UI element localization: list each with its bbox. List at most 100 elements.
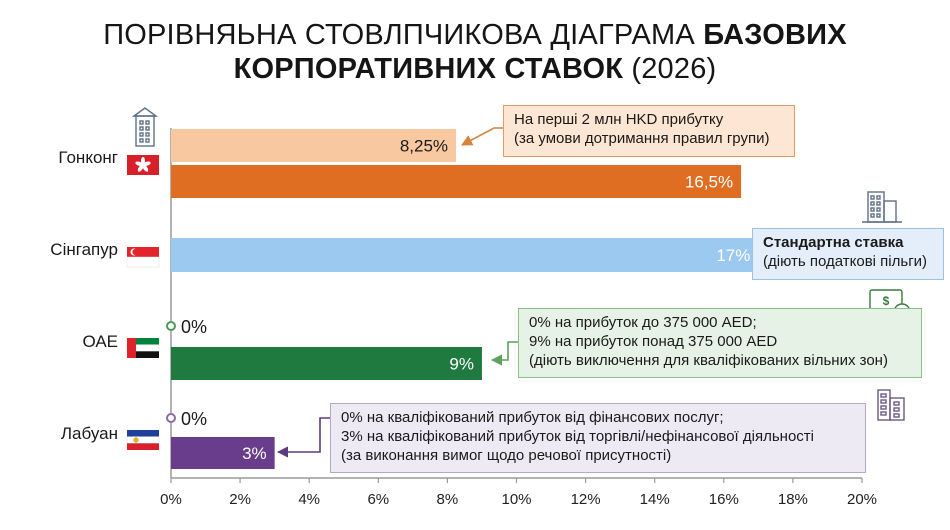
callout-uae: 0% на прибуток до 375 000 AED; 9% на при… bbox=[518, 308, 922, 378]
x-tick-label: 8% bbox=[437, 491, 459, 508]
hong-kong-flag bbox=[127, 155, 159, 175]
chart-title: ПОРІВНЯЬНА СТОВЛПЧИКОВА ДІАГРАМА БАЗОВИХ… bbox=[0, 18, 950, 86]
zero-marker bbox=[166, 321, 176, 331]
x-tick-label: 20% bbox=[847, 491, 877, 508]
buildings-icon bbox=[877, 389, 905, 421]
category-label: ОАЕ bbox=[82, 332, 118, 351]
flag-red bbox=[127, 247, 159, 257]
zero-marker-label: 0% bbox=[181, 317, 207, 337]
bars-group bbox=[166, 129, 759, 469]
singapore-flag bbox=[126, 247, 160, 268]
leader-labuan bbox=[276, 417, 330, 458]
title-line-1-bold: БАЗОВИХ bbox=[703, 19, 847, 51]
building-window bbox=[139, 132, 144, 137]
callout-labuan: 0% на кваліфікований прибуток від фінанс… bbox=[330, 403, 866, 473]
building-window bbox=[139, 120, 144, 125]
building-window bbox=[139, 138, 144, 143]
labels-group: Гонконг 8,25% 16,5% Сінгапур 17% ОАЕ 9% 0% Лабуа… bbox=[50, 137, 750, 464]
leader-uae bbox=[490, 341, 518, 366]
flag-red-band bbox=[127, 338, 136, 358]
bar bbox=[171, 129, 457, 162]
building-window bbox=[145, 138, 150, 143]
flag-blue bbox=[127, 430, 159, 437]
title-line-2: КОРПОРАТИВНИХ СТАВОК (2026) bbox=[0, 52, 950, 86]
building-window bbox=[145, 120, 150, 125]
flag-green bbox=[127, 338, 159, 345]
x-tick-label: 16% bbox=[709, 491, 739, 508]
window bbox=[876, 207, 881, 212]
flag-red bbox=[127, 443, 159, 450]
petal bbox=[142, 164, 149, 172]
title-line-2-regular: (2026) bbox=[631, 53, 717, 85]
zero-marker bbox=[166, 413, 176, 423]
crescent-inner bbox=[132, 248, 139, 256]
tower-right bbox=[883, 200, 897, 223]
building-window bbox=[139, 126, 144, 131]
callout-sg-line-1: Стандартна ставка bbox=[763, 234, 904, 251]
window bbox=[893, 401, 900, 406]
category-label: Сінгапур bbox=[50, 240, 118, 259]
callout-ae-line-3: (діють виключення для кваліфікованих віл… bbox=[529, 352, 888, 369]
petal bbox=[141, 157, 145, 165]
category-label: Лабуан bbox=[61, 424, 118, 443]
flag-black bbox=[127, 351, 159, 358]
tower-right bbox=[889, 397, 905, 421]
x-tick-label: 10% bbox=[501, 491, 531, 508]
callout-hk-line-2: (за умови дотримання правил групи) bbox=[514, 130, 770, 147]
petal bbox=[137, 164, 144, 172]
window bbox=[880, 393, 887, 398]
petal bbox=[135, 161, 144, 167]
callout-ae-line-2: 9% на прибуток понад 375 000 AED bbox=[529, 333, 778, 350]
flag-emblem bbox=[133, 437, 139, 443]
zero-marker-label: 0% bbox=[181, 409, 207, 429]
x-tick-label: 12% bbox=[571, 491, 601, 508]
window bbox=[876, 201, 881, 206]
callout-lb-line-1: 0% на кваліфікований прибуток від фінанс… bbox=[341, 409, 724, 426]
window bbox=[870, 195, 875, 200]
building-window bbox=[145, 126, 150, 131]
bar bbox=[171, 165, 742, 198]
bar-value-label: 9% bbox=[449, 355, 474, 374]
x-tick-label: 14% bbox=[640, 491, 670, 508]
petal bbox=[142, 161, 151, 167]
icons-group: $$ bbox=[126, 107, 911, 450]
x-tick-label: 4% bbox=[298, 491, 320, 508]
building-icon bbox=[131, 107, 159, 147]
window bbox=[876, 195, 881, 200]
callout-lb-line-2: 3% на кваліфікований прибуток від торгів… bbox=[341, 428, 814, 445]
window bbox=[880, 405, 887, 410]
window bbox=[870, 201, 875, 206]
callout-ae-line-1: 0% на прибуток до 375 000 AED; bbox=[529, 314, 757, 331]
x-tick-label: 6% bbox=[367, 491, 389, 508]
title-line-2-bold: КОРПОРАТИВНИХ СТАВОК bbox=[233, 53, 624, 85]
window bbox=[880, 399, 887, 404]
building-window bbox=[145, 132, 150, 137]
building-body bbox=[135, 115, 155, 147]
callout-sg-line-2: (діють податкові пільги) bbox=[763, 253, 928, 270]
bar-value-label: 17% bbox=[716, 246, 750, 265]
window bbox=[870, 213, 875, 218]
title-line-1: ПОРІВНЯЬНА СТОВЛПЧИКОВА ДІАГРАМА БАЗОВИХ bbox=[0, 18, 950, 52]
flag-white bbox=[126, 436, 160, 444]
bar bbox=[171, 238, 759, 272]
callout-hong-kong: На перші 2 млн HKD прибутку (за умови до… bbox=[503, 105, 795, 157]
flag-white bbox=[126, 256, 160, 268]
bar bbox=[171, 437, 275, 469]
callout-lb-line-3: (за виконання вимог щодо речової присутн… bbox=[341, 447, 672, 464]
x-tick-label: 2% bbox=[229, 491, 251, 508]
category-label: Гонконг bbox=[58, 148, 118, 167]
bauhinia-icon bbox=[135, 157, 151, 172]
building-roof bbox=[131, 107, 159, 117]
callout-hk-line-1: На перші 2 млн HKD прибутку bbox=[514, 111, 724, 128]
callout-singapore: Стандартна ставка (діють податкові пільг… bbox=[752, 228, 944, 280]
leader-hong-kong bbox=[461, 127, 503, 146]
window bbox=[893, 413, 900, 418]
bar-value-label: 3% bbox=[242, 444, 267, 463]
title-line-1-regular: ПОРІВНЯЬНА СТОВЛПЧИКОВА ДІАГРАМА bbox=[103, 19, 695, 51]
bar-value-label: 16,5% bbox=[685, 173, 733, 192]
bar bbox=[171, 347, 482, 380]
x-tick-label: 18% bbox=[778, 491, 808, 508]
window bbox=[870, 207, 875, 212]
uae-flag bbox=[126, 338, 160, 358]
